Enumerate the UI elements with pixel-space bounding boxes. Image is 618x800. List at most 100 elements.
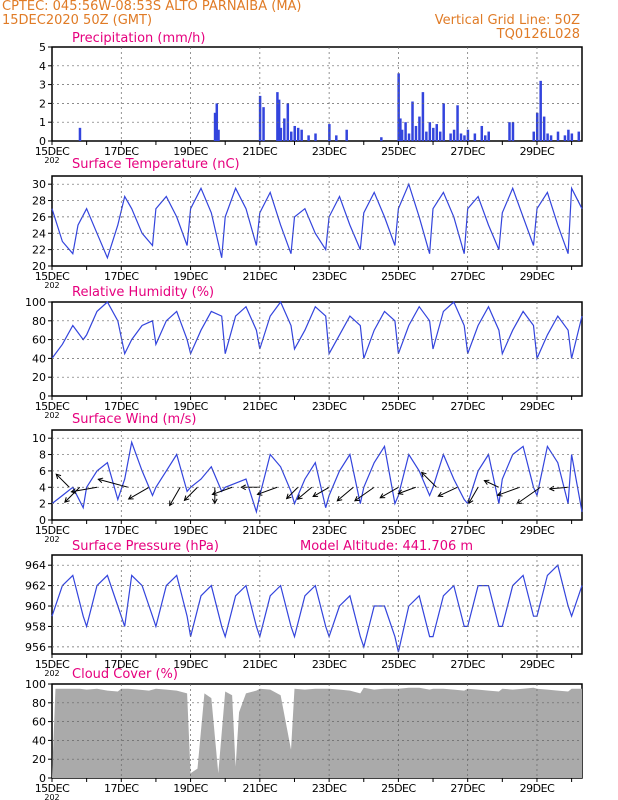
wind-arrow-head xyxy=(70,488,77,494)
x-tick-label: 29DEC xyxy=(520,400,555,413)
wind-arrow xyxy=(398,486,416,495)
precip-bar xyxy=(296,127,300,141)
x-tick-label: 25DEC xyxy=(381,524,416,537)
y-tick-label: 4 xyxy=(39,60,46,73)
y-tick-label: 20 xyxy=(32,753,46,766)
x-tick-label: 19DEC xyxy=(173,270,208,283)
precip-bar xyxy=(432,127,435,141)
precip-bar xyxy=(463,135,466,141)
wind-arrow xyxy=(484,480,500,488)
wind-arrow-head xyxy=(437,491,444,497)
wind-arrow xyxy=(336,486,354,502)
y-tick-label: 40 xyxy=(32,734,46,747)
plot-frame xyxy=(51,301,583,397)
y-tick-label: 10 xyxy=(32,432,46,445)
wind-arrow xyxy=(297,486,313,500)
precip-bar xyxy=(345,129,348,141)
x-year-fragment: 202 xyxy=(44,535,59,544)
precip-bar xyxy=(217,129,220,141)
wind-arrow xyxy=(468,487,479,504)
panel-title: Surface Wind (m/s) xyxy=(72,412,196,427)
wind-arrow-head xyxy=(312,491,319,498)
y-tick-label: 958 xyxy=(25,620,46,633)
precip-bar xyxy=(449,133,452,141)
wind-arrow-head xyxy=(64,497,70,503)
x-tick-label: 15DEC xyxy=(35,782,70,795)
x-tick-label: 19DEC xyxy=(173,524,208,537)
x-tick-label: 25DEC xyxy=(381,658,416,671)
precip-bar xyxy=(570,133,574,141)
precip-bar xyxy=(546,133,549,141)
model-altitude: Model Altitude: 441.706 m xyxy=(300,539,473,554)
precip-bar xyxy=(414,125,418,141)
precip-bar xyxy=(404,122,407,141)
panel-3 xyxy=(48,300,583,400)
panel-4 xyxy=(48,429,583,524)
precip-bar xyxy=(276,92,279,141)
precip-bar xyxy=(425,131,428,141)
y-tick-label: 0 xyxy=(39,135,46,148)
y-tick-label: 40 xyxy=(32,352,46,365)
wind-arrow xyxy=(257,486,278,495)
panel-1 xyxy=(48,46,583,145)
precip-bar xyxy=(411,101,414,141)
wind-arrow xyxy=(98,478,129,488)
wind-arrow-head xyxy=(354,496,360,502)
plot-frame xyxy=(51,554,583,655)
x-tick-label: 23DEC xyxy=(312,400,347,413)
precip-bar xyxy=(487,131,490,141)
y-tick-label: 956 xyxy=(25,641,46,654)
precip-bar xyxy=(473,133,477,141)
panel-2 xyxy=(48,175,583,270)
y-tick-label: 80 xyxy=(32,697,46,710)
precip-bar xyxy=(438,131,442,141)
wind-arrow xyxy=(128,486,150,500)
wind-arrow xyxy=(55,473,70,488)
x-tick-label: 15DEC xyxy=(35,524,70,537)
y-tick-label: 6 xyxy=(39,465,46,478)
x-tick-label: 21DEC xyxy=(243,145,278,158)
x-tick-label: 25DEC xyxy=(381,270,416,283)
y-tick-label: 20 xyxy=(32,260,46,273)
x-tick-label: 27DEC xyxy=(450,400,485,413)
precip-bar xyxy=(293,125,296,141)
y-tick-label: 962 xyxy=(25,580,46,593)
y-tick-label: 20 xyxy=(32,371,46,384)
precip-bar xyxy=(539,80,542,141)
precip-bar xyxy=(399,118,402,141)
x-tick-label: 15DEC xyxy=(35,658,70,671)
precip-bar xyxy=(428,122,432,141)
wind-arrow xyxy=(497,486,520,496)
series-line xyxy=(51,564,583,653)
x-tick-label: 21DEC xyxy=(243,658,278,671)
y-tick-label: 60 xyxy=(32,334,46,347)
precip-bar xyxy=(549,135,553,141)
precip-bar xyxy=(456,105,459,141)
plot-frame xyxy=(51,175,583,267)
precip-bar xyxy=(480,125,484,141)
y-tick-label: 28 xyxy=(32,195,46,208)
y-tick-label: 0 xyxy=(39,514,46,527)
precip-bar xyxy=(335,135,338,141)
wind-arrow xyxy=(516,486,541,505)
precip-bar xyxy=(78,127,82,141)
x-tick-label: 23DEC xyxy=(312,782,347,795)
wind-arrow xyxy=(421,472,437,488)
y-tick-label: 80 xyxy=(32,315,46,328)
x-tick-label: 27DEC xyxy=(450,270,485,283)
y-tick-label: 100 xyxy=(25,296,46,309)
grid-line-note: Vertical Grid Line: 50Z xyxy=(434,13,580,28)
x-tick-label: 25DEC xyxy=(381,145,416,158)
x-tick-label: 27DEC xyxy=(450,658,485,671)
panel-title: Surface Temperature (nC) xyxy=(72,157,240,172)
panel-6 xyxy=(48,683,583,782)
series-line xyxy=(51,300,583,361)
precip-bar xyxy=(556,131,560,141)
y-tick-label: 2 xyxy=(39,498,46,511)
precip-bar xyxy=(380,137,383,141)
x-tick-label: 23DEC xyxy=(312,658,347,671)
y-tick-label: 964 xyxy=(25,559,46,572)
wind-arrow-head xyxy=(55,473,62,480)
precip-bar xyxy=(262,107,265,141)
